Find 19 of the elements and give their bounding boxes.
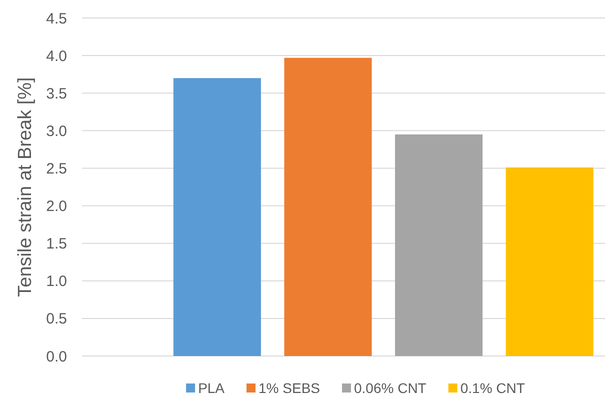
y-tick-label: 1.5	[46, 236, 67, 253]
legend-label: 0.1% CNT	[460, 380, 526, 396]
bar	[506, 167, 594, 356]
y-axis-title: Tensile strain at Break [%]	[15, 77, 36, 297]
bar	[284, 58, 372, 356]
y-tick-label: 2.5	[46, 160, 67, 178]
legend-label: PLA	[198, 380, 226, 396]
y-tick-label: 1.0	[46, 273, 67, 290]
y-tick-label: 0.5	[46, 310, 67, 328]
y-tick-label: 4.0	[46, 48, 67, 65]
y-tick-label: 3.5	[46, 85, 67, 102]
y-tick-label: 4.5	[46, 10, 67, 28]
y-tick-label: 0.0	[46, 348, 67, 366]
y-tick-label: 2.0	[46, 198, 67, 216]
legend-label: 1% SEBS	[258, 380, 320, 396]
y-tick-label: 3.0	[46, 122, 67, 140]
bar	[395, 134, 483, 356]
legend-label: 0.06% CNT	[354, 380, 427, 396]
bar	[173, 78, 261, 356]
